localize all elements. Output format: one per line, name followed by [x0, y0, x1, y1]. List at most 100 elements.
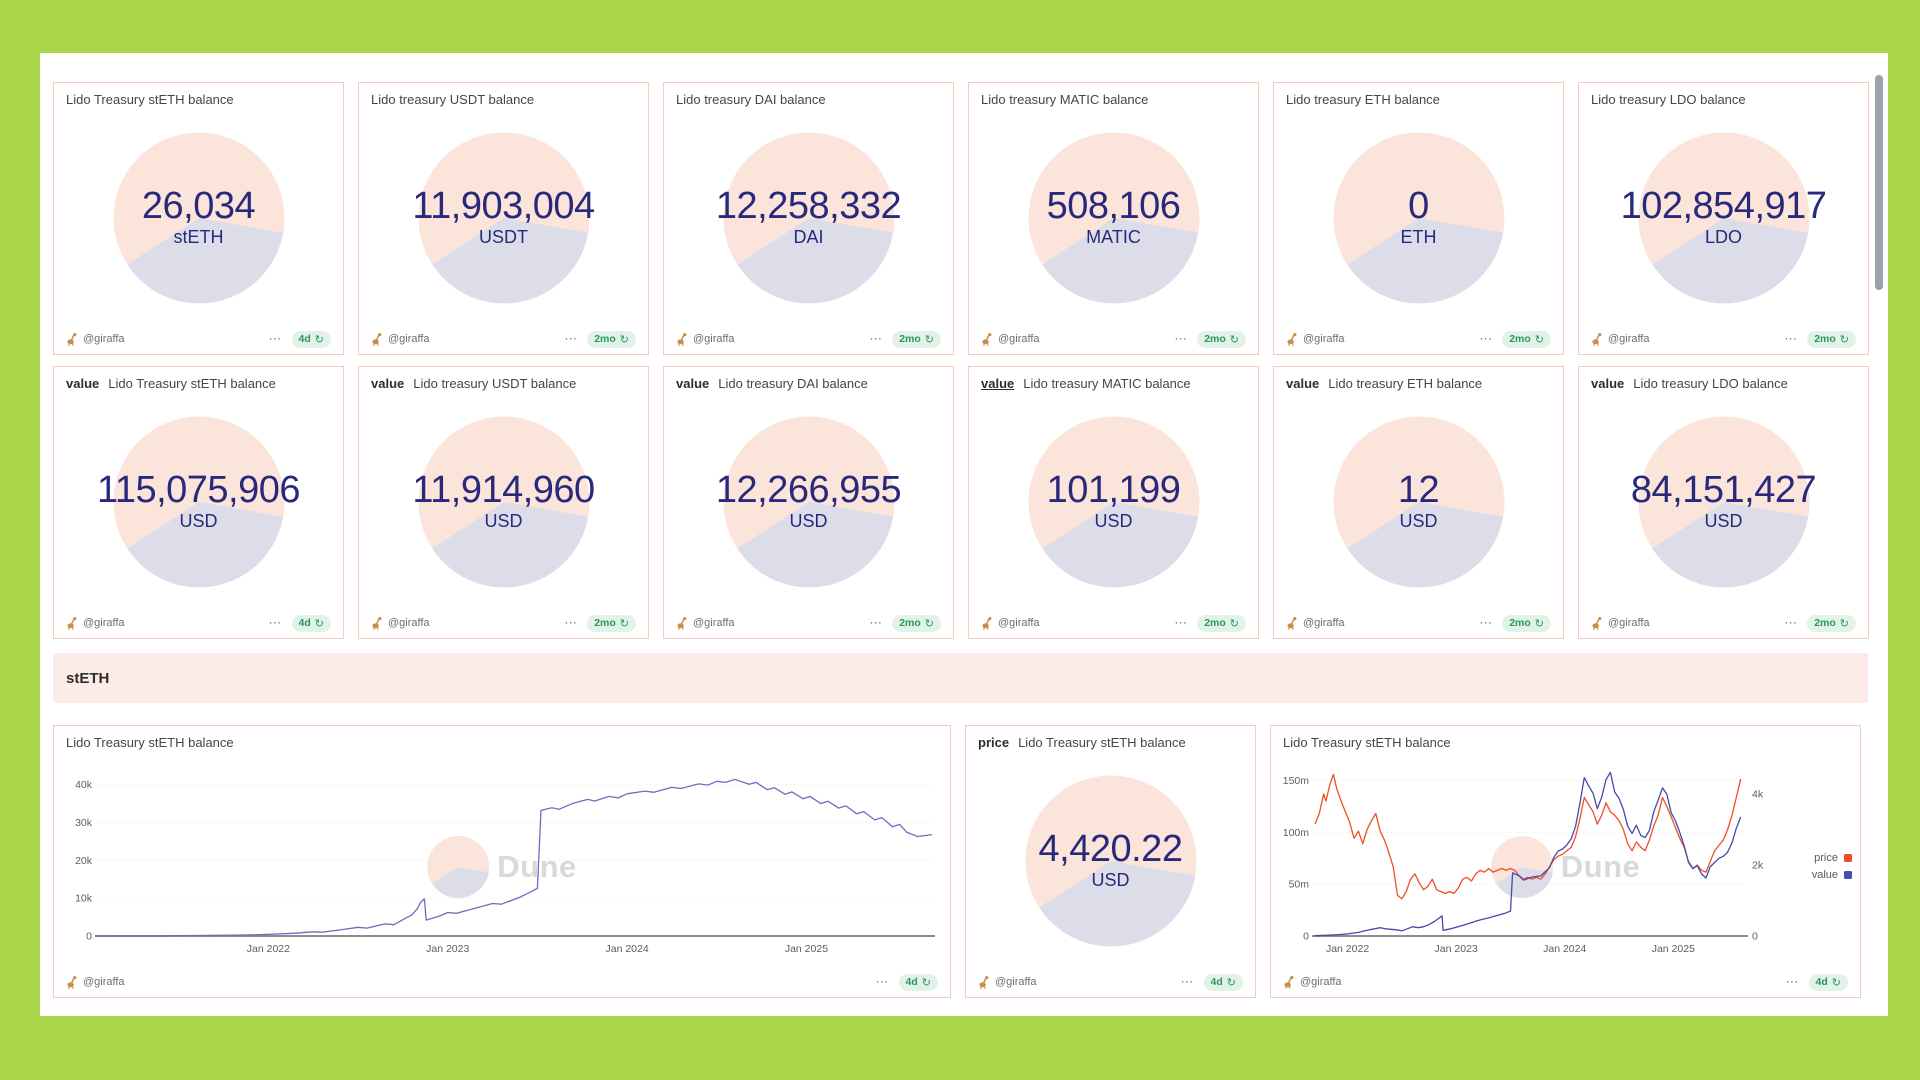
menu-dots[interactable]: ⋯ [1174, 615, 1189, 630]
card-title[interactable]: Lido treasury USDT balance [413, 376, 577, 391]
counter-card: Lido treasury ETH balance 0 ETH @giraffa [1273, 82, 1564, 355]
menu-dots[interactable]: ⋯ [1479, 615, 1494, 630]
author[interactable]: @giraffa [1286, 616, 1345, 630]
card-title[interactable]: Lido treasury ETH balance [1328, 376, 1483, 391]
card-title[interactable]: Lido treasury DAI balance [718, 376, 868, 391]
refresh-badge[interactable]: 4d ↻ [898, 973, 938, 991]
menu-dots[interactable]: ⋯ [1479, 331, 1494, 346]
refresh-badge[interactable]: 2mo ↻ [587, 330, 636, 348]
author[interactable]: @giraffa [1591, 332, 1650, 346]
card-title[interactable]: Lido Treasury stETH balance [66, 92, 234, 107]
menu-dots[interactable]: ⋯ [1785, 974, 1800, 989]
counter-card: value Lido treasury USDT balance 11,914,… [358, 366, 649, 639]
badge-label: 4d [1815, 976, 1828, 988]
counter-value: 12,266,955 [715, 468, 902, 511]
menu-dots[interactable]: ⋯ [268, 331, 283, 346]
refresh-badge[interactable]: 2mo ↻ [587, 614, 636, 632]
menu-dots[interactable]: ⋯ [1784, 331, 1799, 346]
author[interactable]: @giraffa [66, 332, 125, 346]
refresh-badge[interactable]: 2mo ↻ [1197, 614, 1246, 632]
card-prefix[interactable]: value [1591, 376, 1625, 391]
legend-item-price[interactable]: price [1814, 852, 1852, 864]
refresh-badge[interactable]: 2mo ↻ [1502, 330, 1551, 348]
menu-dots[interactable]: ⋯ [875, 974, 890, 989]
author[interactable]: @giraffa [66, 975, 125, 989]
card-title[interactable]: Lido treasury ETH balance [1286, 92, 1440, 107]
counter-value: 101,199 [1046, 468, 1181, 511]
author[interactable]: @giraffa [981, 332, 1040, 346]
author[interactable]: @giraffa [978, 975, 1037, 989]
pie-watermark [1028, 416, 1199, 587]
author-label: @giraffa [388, 617, 430, 629]
card-prefix[interactable]: value [1286, 376, 1320, 391]
card-footer: @giraffa ⋯ 2mo ↻ [1274, 324, 1563, 354]
refresh-badge[interactable]: 2mo ↻ [1502, 614, 1551, 632]
card-prefix[interactable]: value [371, 376, 405, 391]
author[interactable]: @giraffa [1283, 975, 1342, 989]
author-label: @giraffa [1608, 617, 1650, 629]
card-title[interactable]: Lido Treasury stETH balance [108, 376, 276, 391]
refresh-badge[interactable]: 2mo ↻ [1807, 330, 1856, 348]
card-title[interactable]: Lido treasury USDT balance [371, 92, 535, 107]
card-header: Lido Treasury stETH balance [54, 83, 343, 111]
menu-dots[interactable]: ⋯ [869, 331, 884, 346]
author[interactable]: @giraffa [1286, 332, 1345, 346]
refresh-badge[interactable]: 4d ↻ [1203, 973, 1243, 991]
card-prefix[interactable]: value [981, 376, 1015, 391]
refresh-badge[interactable]: 4d ↻ [1808, 973, 1848, 991]
refresh-badge[interactable]: 4d ↻ [291, 330, 331, 348]
menu-dots[interactable]: ⋯ [1784, 615, 1799, 630]
author-label: @giraffa [693, 617, 735, 629]
legend-item-value[interactable]: value [1812, 869, 1852, 881]
card-footer: @giraffa ⋯ 2mo ↻ [1579, 608, 1868, 638]
card-header: value Lido treasury USDT balance [359, 367, 648, 395]
card-footer: @giraffa ⋯ 4d ↻ [54, 324, 343, 354]
author-label: @giraffa [1300, 976, 1342, 988]
card-title[interactable]: Lido treasury LDO balance [1591, 92, 1746, 107]
card-title[interactable]: Lido treasury DAI balance [676, 92, 826, 107]
author[interactable]: @giraffa [676, 332, 735, 346]
price-value-chart-card: Lido Treasury stETH balance Dune 0 50m 100… [1270, 725, 1861, 998]
card-prefix[interactable]: value [66, 376, 100, 391]
menu-dots[interactable]: ⋯ [869, 615, 884, 630]
refresh-icon: ↻ [314, 617, 324, 630]
menu-dots[interactable]: ⋯ [1180, 974, 1195, 989]
card-footer: @giraffa ⋯ 4d ↻ [1271, 967, 1860, 997]
refresh-icon: ↻ [924, 333, 934, 346]
refresh-icon: ↻ [924, 617, 934, 630]
card-title[interactable]: Lido Treasury stETH balance [1018, 735, 1186, 750]
refresh-badge[interactable]: 2mo ↻ [892, 614, 941, 632]
author[interactable]: @giraffa [981, 616, 1040, 630]
bottom-row: Lido Treasury stETH balance Dune 0 10k 20k… [53, 725, 1861, 998]
card-title[interactable]: Lido treasury MATIC balance [1023, 376, 1191, 391]
menu-dots[interactable]: ⋯ [564, 331, 579, 346]
scrollbar-thumb[interactable] [1875, 75, 1883, 290]
refresh-badge[interactable]: 2mo ↻ [892, 330, 941, 348]
menu-dots[interactable]: ⋯ [564, 615, 579, 630]
menu-dots[interactable]: ⋯ [1174, 331, 1189, 346]
pie-watermark [1333, 132, 1504, 303]
card-prefix[interactable]: value [676, 376, 710, 391]
author[interactable]: @giraffa [1591, 616, 1650, 630]
refresh-badge[interactable]: 4d ↻ [291, 614, 331, 632]
giraffe-icon [982, 333, 992, 346]
counter-card: value Lido treasury LDO balance 84,151,4… [1578, 366, 1869, 639]
refresh-badge[interactable]: 2mo ↻ [1807, 614, 1856, 632]
card-title[interactable]: Lido treasury MATIC balance [981, 92, 1149, 107]
card-title[interactable]: Lido Treasury stETH balance [1283, 735, 1451, 750]
counter-text: 12,266,955 USD [715, 468, 902, 533]
author[interactable]: @giraffa [371, 332, 430, 346]
refresh-badge[interactable]: 2mo ↻ [1197, 330, 1246, 348]
card-body: 0 ETH [1274, 111, 1563, 324]
card-title[interactable]: Lido treasury LDO balance [1633, 376, 1788, 391]
author[interactable]: @giraffa [371, 616, 430, 630]
svg-text:10k: 10k [75, 893, 93, 905]
card-prefix[interactable]: price [978, 735, 1010, 750]
menu-dots[interactable]: ⋯ [268, 615, 283, 630]
card-header: value Lido treasury DAI balance [664, 367, 953, 395]
section-header-title: stETH [66, 669, 110, 687]
author[interactable]: @giraffa [66, 616, 125, 630]
author[interactable]: @giraffa [676, 616, 735, 630]
card-header: Lido treasury LDO balance [1579, 83, 1868, 111]
card-title[interactable]: Lido Treasury stETH balance [66, 735, 234, 750]
